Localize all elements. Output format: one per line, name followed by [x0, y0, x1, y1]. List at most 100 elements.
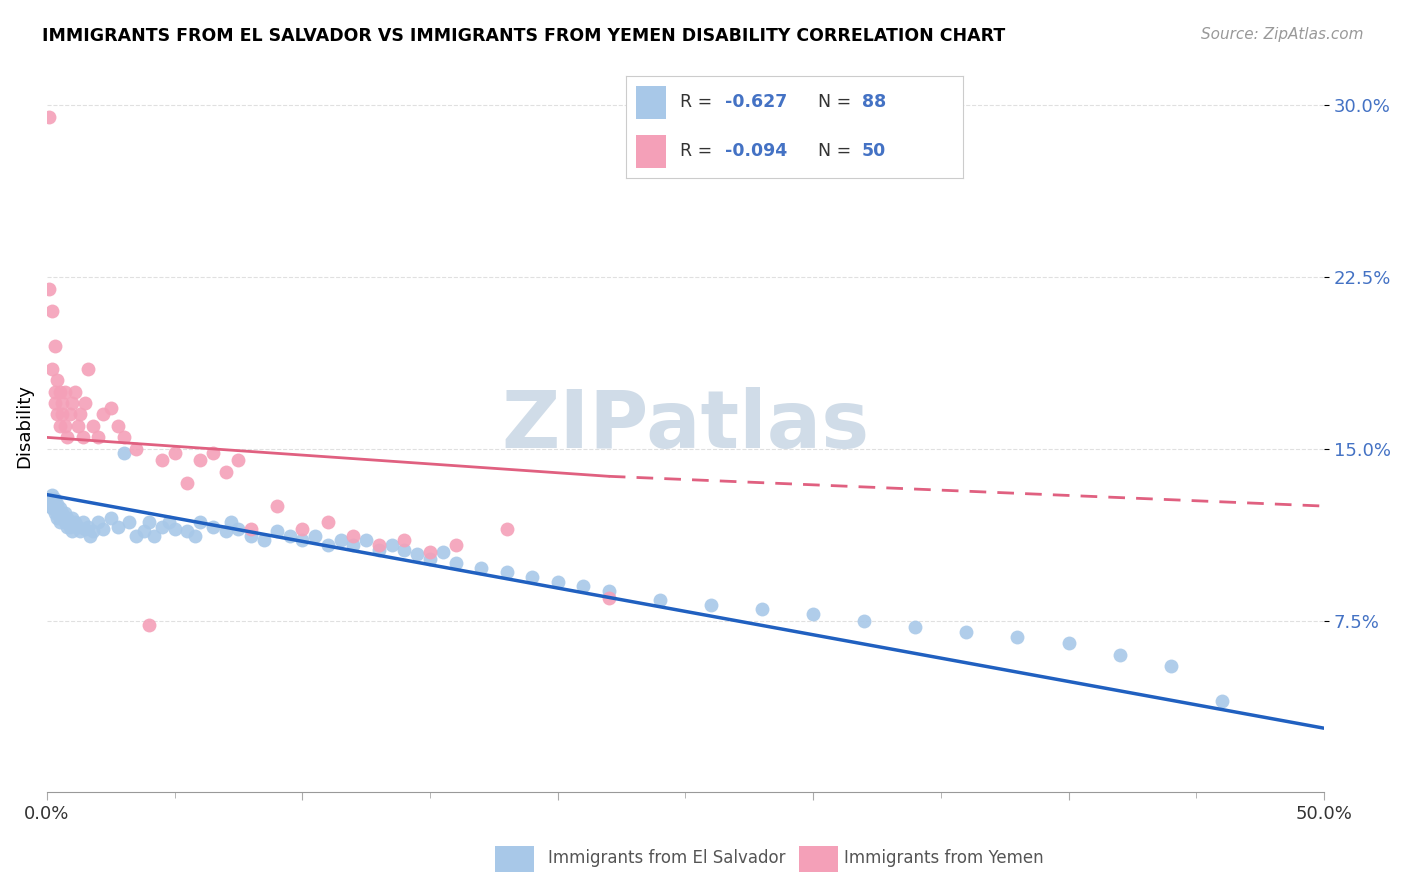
Point: [751, 602, 773, 616]
Text: IMMIGRANTS FROM EL SALVADOR VS IMMIGRANTS FROM YEMEN DISABILITY CORRELATION CHAR: IMMIGRANTS FROM EL SALVADOR VS IMMIGRANT…: [42, 27, 1005, 45]
Point: [48, 515, 70, 529]
Point: [1108, 648, 1130, 662]
Point: [138, 618, 160, 632]
Point: [62, 510, 84, 524]
Point: [184, 529, 207, 543]
Point: [470, 561, 492, 575]
Point: [38, 494, 60, 508]
Point: [648, 593, 671, 607]
Point: [598, 591, 620, 605]
Point: [406, 547, 429, 561]
Point: [62, 524, 84, 539]
Point: [41, 501, 63, 516]
Point: [46, 408, 69, 422]
Point: [419, 551, 441, 566]
Point: [201, 446, 224, 460]
Point: [520, 570, 543, 584]
Point: [278, 529, 301, 543]
Point: [66, 519, 89, 533]
Point: [132, 524, 155, 539]
Point: [354, 533, 377, 548]
Text: ZIPatlas: ZIPatlas: [502, 387, 869, 465]
Point: [112, 446, 135, 460]
Point: [46, 510, 69, 524]
Point: [176, 476, 198, 491]
Text: Source: ZipAtlas.com: Source: ZipAtlas.com: [1201, 27, 1364, 42]
Point: [79, 529, 101, 543]
Point: [87, 515, 110, 529]
Point: [419, 545, 441, 559]
Point: [1057, 636, 1080, 650]
Point: [75, 522, 97, 536]
Point: [291, 522, 314, 536]
Point: [444, 538, 467, 552]
Point: [107, 419, 129, 434]
Point: [240, 522, 263, 536]
Point: [201, 519, 224, 533]
Point: [112, 430, 135, 444]
Point: [163, 446, 186, 460]
Point: [215, 524, 238, 539]
Point: [69, 408, 91, 422]
Point: [41, 304, 63, 318]
Point: [495, 522, 517, 536]
Point: [69, 524, 91, 539]
Point: [56, 430, 79, 444]
Point: [76, 361, 98, 376]
Point: [41, 361, 63, 376]
Point: [432, 545, 454, 559]
Point: [176, 524, 198, 539]
Point: [329, 533, 352, 548]
Point: [46, 373, 69, 387]
Point: [367, 538, 389, 552]
Point: [381, 538, 404, 552]
Point: [44, 501, 66, 516]
Point: [41, 488, 63, 502]
Point: [91, 408, 114, 422]
Text: 50: 50: [862, 142, 886, 161]
Point: [219, 515, 242, 529]
Point: [38, 282, 60, 296]
Point: [44, 384, 66, 399]
Point: [495, 566, 517, 580]
Point: [159, 515, 181, 529]
Point: [76, 519, 98, 533]
Point: [291, 533, 314, 548]
Point: [38, 110, 60, 124]
Point: [188, 453, 211, 467]
Point: [125, 442, 148, 456]
Point: [72, 430, 94, 444]
Point: [188, 515, 211, 529]
Point: [100, 401, 122, 415]
Text: 88: 88: [862, 93, 886, 111]
Point: [266, 524, 288, 539]
Point: [444, 557, 467, 571]
Point: [44, 492, 66, 507]
Point: [1007, 630, 1029, 644]
Point: [904, 620, 927, 634]
Point: [41, 492, 63, 507]
Text: N =: N =: [818, 93, 856, 111]
Point: [56, 519, 79, 533]
Point: [38, 499, 60, 513]
Point: [46, 497, 69, 511]
Point: [316, 515, 339, 529]
Point: [1211, 694, 1233, 708]
Point: [125, 529, 148, 543]
Point: [59, 408, 82, 422]
Point: [82, 419, 104, 434]
Point: [82, 524, 104, 539]
Point: [63, 515, 86, 529]
Point: [72, 515, 94, 529]
Point: [572, 579, 595, 593]
Point: [59, 515, 82, 529]
Point: [51, 510, 73, 524]
Point: [342, 538, 364, 552]
Point: [48, 384, 70, 399]
Point: [1160, 659, 1182, 673]
Point: [150, 453, 173, 467]
Point: [44, 396, 66, 410]
Point: [48, 501, 70, 516]
Point: [163, 522, 186, 536]
Point: [240, 529, 263, 543]
